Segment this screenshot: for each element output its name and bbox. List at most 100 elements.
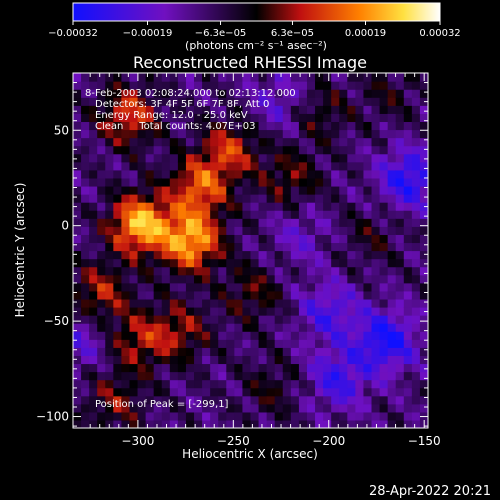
heatmap-cell [89,105,98,114]
heatmap-cell [411,282,421,292]
heatmap-cell [97,250,106,260]
heatmap-cell [194,298,203,308]
heatmap-cell [298,105,308,114]
heatmap-cell [403,218,413,227]
heatmap-cell [194,282,203,292]
heatmap-cell [161,153,171,163]
heatmap-cell [306,363,316,373]
heatmap-cell [202,387,211,397]
heatmap-cell [355,266,365,276]
heatmap-cell [145,73,155,82]
heatmap-cell [274,97,284,106]
heatmap-cell [323,177,332,187]
heatmap-cell [185,105,195,114]
heatmap-cell [258,218,268,227]
heatmap-cell [177,226,187,235]
heatmap-cell [347,145,356,155]
heatmap-cell [315,298,324,308]
heatmap-cell [258,282,268,292]
heatmap-cell [339,210,348,219]
heatmap-cell [250,323,260,332]
heatmap-cell [411,89,421,98]
heatmap-cell [395,274,405,284]
heatmap-cell [73,129,82,139]
heatmap-cell [129,355,139,365]
heatmap-cell [234,258,244,268]
heatmap-cell [403,97,413,106]
heatmap-cell [379,323,389,332]
heatmap-cell [355,121,365,131]
heatmap-cell [105,290,114,300]
heatmap-cell [403,411,413,421]
heatmap-cell [113,169,123,179]
heatmap-cell [258,185,268,195]
heatmap-cell [315,121,324,131]
heatmap-cell [403,137,413,147]
heatmap-cell [419,403,428,413]
heatmap-cell [218,161,227,171]
heatmap-cell [202,137,211,147]
heatmap-cell [403,266,413,276]
heatmap-cell [105,121,114,131]
heatmap-cell [145,242,155,252]
heatmap-cell [315,218,324,227]
heatmap-cell [145,185,155,195]
heatmap-cell [242,129,252,139]
heatmap-cell [105,234,114,244]
heatmap-cell [161,161,171,171]
heatmap-cell [226,145,235,155]
heatmap-cell [387,258,397,268]
heatmap-cell [266,226,276,235]
heatmap-cell [379,161,389,171]
heatmap-cell [202,234,211,244]
heatmap-cell [331,161,340,171]
heatmap-cell [306,258,316,268]
heatmap-cell [274,137,284,147]
heatmap-cell [137,161,147,171]
heatmap-cell [411,387,421,397]
heatmap-cell [315,331,324,340]
heatmap-cell [298,89,308,98]
heatmap-cell [242,387,252,397]
heatmap-cell [250,73,260,82]
heatmap-cell [105,129,114,139]
heatmap-cell [355,282,365,292]
heatmap-cell [137,331,147,340]
heatmap-cell [379,315,389,324]
heatmap-cell [419,226,428,235]
heatmap-cell [121,234,131,244]
heatmap-cell [395,177,405,187]
heatmap-cell [137,81,147,90]
heatmap-cell [129,371,139,381]
heatmap-cell [419,282,428,292]
heatmap-cell [419,169,428,179]
heatmap-cell [73,218,82,227]
heatmap-cell [363,137,373,147]
heatmap-cell [315,274,324,284]
heatmap-cell [250,282,260,292]
x-axis-label: Heliocentric X (arcsec) [182,447,318,461]
heatmap-cell [298,129,308,139]
heatmap-cell [250,113,260,123]
heatmap-cell [339,331,348,340]
heatmap-cell [331,258,340,268]
heatmap-cell [194,121,203,131]
heatmap-cell [419,242,428,252]
heatmap-cell [419,81,428,90]
heatmap-cell [395,290,405,300]
plot-frame [72,72,429,429]
heatmap-cell [419,323,428,332]
heatmap-cell [339,355,348,365]
heatmap-cell [194,339,203,348]
heatmap-cell [323,282,332,292]
heatmap-cell [89,387,98,397]
heatmap-cell [282,242,292,252]
heatmap-cell [258,169,268,179]
heatmap-cell [97,363,106,373]
heatmap-cell [177,250,187,260]
heatmap-cell [306,234,316,244]
heatmap-cell [185,161,195,171]
heatmap-cell [161,81,171,90]
heatmap-cell [194,371,203,381]
heatmap-cell [129,331,139,340]
